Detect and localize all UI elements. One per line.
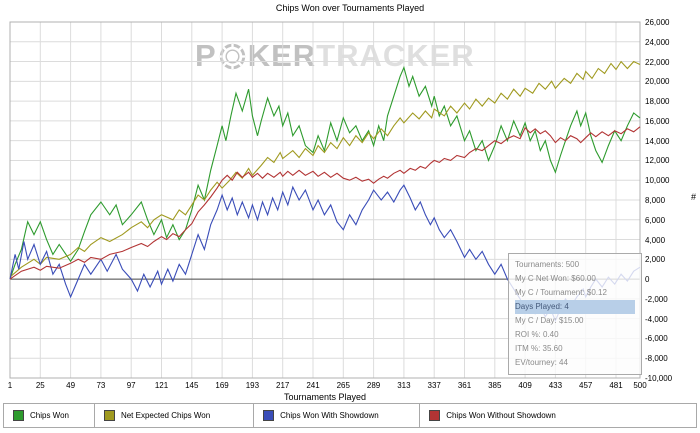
y-tick-label: -2,000 <box>645 294 668 304</box>
x-tick-label: 193 <box>245 381 260 390</box>
x-tick-label: 97 <box>126 381 136 390</box>
x-tick-label: 457 <box>579 381 593 390</box>
tooltip-line: EV/tourney: 44 <box>515 358 568 367</box>
y-tick-label: -6,000 <box>645 334 668 344</box>
y-tick-label: 0 <box>645 275 650 285</box>
y-axis-title: # <box>691 192 697 202</box>
poker-chip-icon <box>219 43 245 69</box>
legend-label: Chips Won Without Showdown <box>446 411 556 420</box>
pokertracker-watermark: P KER TRACKER <box>195 38 475 74</box>
legend-label: Net Expected Chips Won <box>120 411 211 420</box>
y-tick-label: 10,000 <box>645 176 670 186</box>
y-tick-label: 8,000 <box>645 196 666 205</box>
legend-swatch-blue <box>263 410 275 421</box>
y-tick-label: -8,000 <box>645 354 668 364</box>
y-tick-label: -4,000 <box>645 314 668 324</box>
legend-label: Chips Won With Showdown <box>280 411 379 420</box>
tooltip-line-highlighted: Days Played: 4 <box>515 300 635 314</box>
watermark-text-tracker: TRACKER <box>316 38 475 73</box>
x-tick-label: 385 <box>488 381 502 390</box>
y-tick-label: 4,000 <box>645 235 666 245</box>
series-line-net-expected-chips-won <box>9 60 641 278</box>
tooltip-line: ITM %: 35.60 <box>515 344 563 353</box>
legend-item-chips-won: Chips Won <box>4 404 94 427</box>
x-tick-label: 409 <box>518 381 532 390</box>
y-tick-label: 26,000 <box>645 18 670 27</box>
x-tick-label: 217 <box>276 381 290 390</box>
x-tick-label: 337 <box>427 381 441 390</box>
y-tick-label: 2,000 <box>645 255 666 265</box>
tooltip-line: ROI %: 0.40 <box>515 330 559 339</box>
y-tick-label: 16,000 <box>645 116 670 126</box>
y-tick-label: 12,000 <box>645 156 670 166</box>
x-tick-label: 73 <box>96 381 106 390</box>
y-tick-label: 14,000 <box>645 136 670 146</box>
y-tick-label: 22,000 <box>645 57 670 67</box>
x-tick-label: 25 <box>35 381 45 390</box>
y-tick-label: -10,000 <box>645 374 673 383</box>
y-tick-label: 18,000 <box>645 97 670 107</box>
x-tick-label: 433 <box>548 381 563 390</box>
legend-item-without-showdown: Chips Won Without Showdown <box>419 404 696 427</box>
legend-item-with-showdown: Chips Won With Showdown <box>253 404 419 427</box>
x-tick-label: 313 <box>397 381 411 390</box>
legend-swatch-red <box>429 410 441 421</box>
y-tick-label: 6,000 <box>645 215 666 225</box>
x-tick-label: 49 <box>66 381 76 390</box>
legend-label: Chips Won <box>30 411 69 420</box>
tooltip-line: My C Net Won: $60.00 <box>515 274 596 283</box>
tooltip-line: Tournaments: 500 <box>515 260 580 269</box>
x-tick-label: 265 <box>336 381 350 390</box>
x-tick-label: 481 <box>609 381 623 390</box>
legend-swatch-olive <box>103 410 115 421</box>
x-tick-label: 289 <box>366 381 381 390</box>
x-tick-label: 1 <box>7 381 13 390</box>
series-line-chips-won-without-showdown <box>9 126 641 280</box>
x-tick-label: 500 <box>633 381 647 390</box>
legend-item-net-expected: Net Expected Chips Won <box>93 404 253 427</box>
x-tick-label: 241 <box>306 381 320 390</box>
x-tick-label: 361 <box>457 381 472 390</box>
x-axis-title: Tournaments Played <box>283 392 367 402</box>
tooltip-line: My C / Day: $15.00 <box>515 316 584 325</box>
chart-legend: Chips Won Net Expected Chips Won Chips W… <box>3 403 697 428</box>
legend-swatch-green <box>13 410 24 421</box>
x-tick-label: 169 <box>215 381 229 390</box>
series-line-chips-won <box>9 65 641 280</box>
watermark-text-ker: KER <box>247 38 317 73</box>
tooltip-line: My C / Tournament: $0.12 <box>515 288 607 297</box>
stats-tooltip: Tournaments: 500 My C Net Won: $60.00 My… <box>508 253 642 375</box>
y-tick-label: 24,000 <box>645 37 670 47</box>
chart-title: Chips Won over Tournaments Played <box>275 3 425 13</box>
watermark-text-p: P <box>195 38 217 73</box>
x-tick-label: 145 <box>185 381 199 390</box>
x-tick-label: 121 <box>154 381 169 390</box>
y-tick-label: 20,000 <box>645 77 670 87</box>
